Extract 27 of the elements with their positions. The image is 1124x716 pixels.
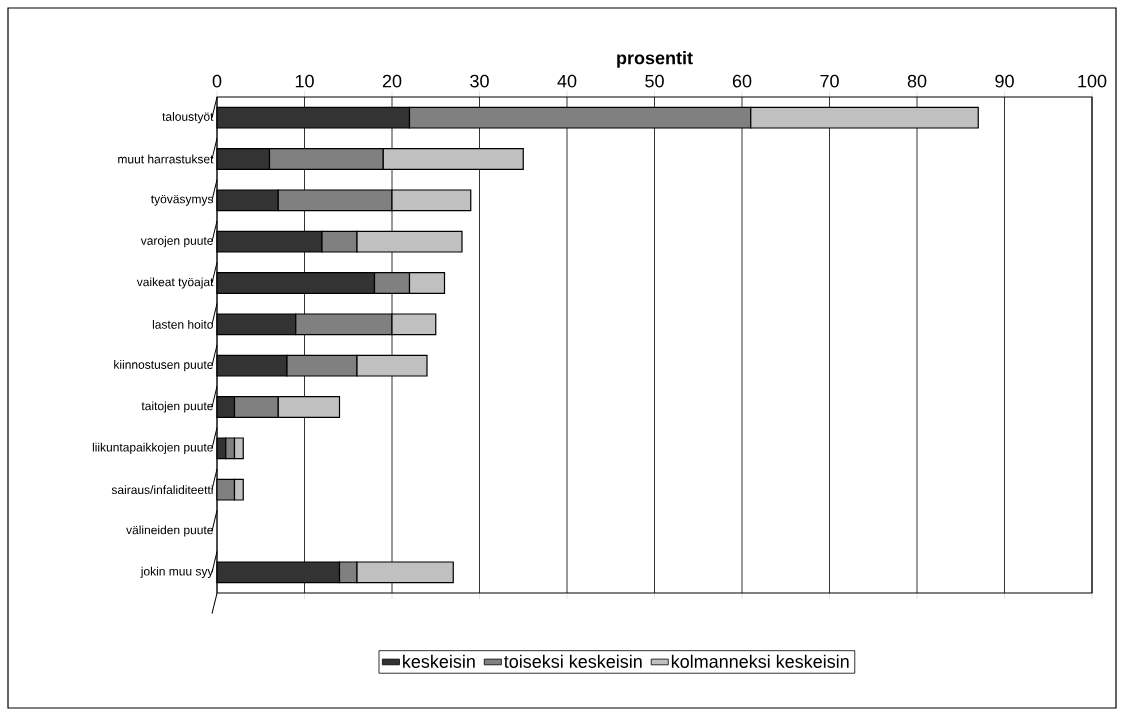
x-tick-label: 0 — [212, 74, 222, 88]
x-tick-label: 60 — [732, 74, 752, 88]
x-tick-label: 40 — [557, 74, 577, 88]
y-tick-label: sairaus/infaliditeetti — [111, 485, 213, 495]
legend-label: toiseksi keskeisin — [504, 654, 642, 668]
x-tick-label: 30 — [470, 74, 489, 88]
y-tick-label: kiinnostusen puute — [114, 360, 213, 372]
legend-label: keskeisin — [403, 654, 475, 668]
y-tick-label: liikuntapaikkojen puute — [92, 442, 213, 454]
x-tick-label: 70 — [820, 74, 839, 88]
x-tick-label: 10 — [295, 74, 314, 88]
y-tick-label: vaikeat työajat — [136, 277, 214, 289]
y-tick-label: jokin muu syy — [140, 566, 214, 578]
y-tick-label: taloustyöt — [162, 112, 214, 124]
y-tick-label: lasten hoito — [152, 319, 213, 329]
legend-label: kolmanneksi keskeisin — [671, 654, 849, 668]
x-axis-title: prosentit — [617, 51, 693, 68]
y-tick-label: varojen puute — [140, 236, 213, 248]
y-tick-label: muut harrastukset — [118, 154, 214, 164]
x-tick-label: 20 — [382, 74, 402, 88]
y-tick-label: välineiden puute — [126, 525, 213, 537]
x-tick-label: 50 — [645, 74, 664, 88]
x-tick-label: 80 — [907, 74, 927, 88]
y-tick-label: taitojen puute — [141, 401, 213, 413]
x-tick-label: 100 — [1078, 74, 1107, 88]
y-tick-label: työväsymys — [150, 194, 214, 206]
x-tick-label: 90 — [995, 74, 1014, 88]
